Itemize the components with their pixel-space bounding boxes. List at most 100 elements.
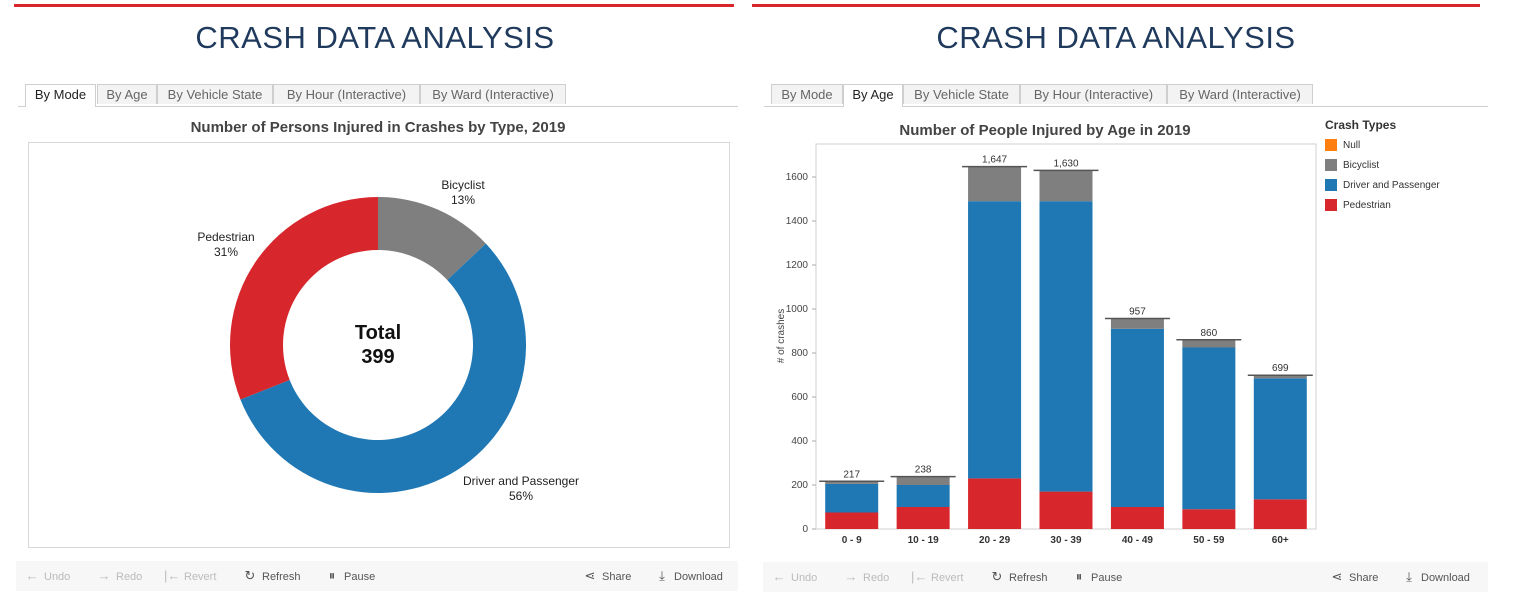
stacked-bar-chart: # of crashes 0 200 400 600 800 1000 1200 1400 16… [776,143,1317,546]
bar-segment-pedestrian[interactable] [1110,507,1164,529]
revert-button[interactable]: |← Revert [164,568,217,583]
donut-chart: Total 399 Bicyclist 13% Driver and Passe… [197,178,579,503]
bar-segment-bicyclist[interactable] [1182,339,1236,348]
legend-item-bicyclist[interactable]: Bicyclist [1325,159,1440,179]
bar-total-label: 860 [1201,328,1218,339]
download-button[interactable]: ⤓ Download [654,568,723,584]
bar-total-label: 699 [1272,363,1289,374]
bar-segment-pedestrian[interactable] [896,507,950,529]
tab-by-vehicle-state[interactable]: By Vehicle State [903,84,1020,104]
bar-segment-pedestrian[interactable] [1039,491,1093,529]
pause-button[interactable]: ⏸ Pause [1071,569,1122,585]
brand-rule [14,4,734,7]
bar-total-label: 1,630 [1053,158,1078,169]
legend-swatch [1325,199,1337,212]
share-icon: ⋖ [1331,569,1343,584]
x-tick-label: 20 - 29 [979,535,1011,546]
slice-label-driver-passenger: Driver and Passenger [463,474,579,488]
tab-by-ward[interactable]: By Ward (Interactive) [1167,84,1313,104]
y-tick-label: 400 [791,436,808,447]
refresh-button[interactable]: ↻ Refresh [989,569,1048,585]
redo-button[interactable]: → Redo [97,568,143,583]
slice-pct-pedestrian: 31% [214,245,238,259]
revert-button[interactable]: |← Revert [911,569,964,584]
undo-button[interactable]: ← Undo [772,569,818,584]
legend-item-null[interactable]: Null [1325,139,1440,159]
tab-by-hour[interactable]: By Hour (Interactive) [1020,84,1167,104]
bar-segment-bicyclist[interactable] [1039,170,1093,202]
bar-segment-bicyclist[interactable] [896,476,950,485]
y-axis-label: # of crashes [776,309,787,363]
legend-item-driver-passenger[interactable]: Driver and Passenger [1325,179,1440,199]
download-icon: ⤓ [659,568,665,583]
tab-by-ward[interactable]: By Ward (Interactive) [420,84,566,104]
bar-segment-driver-and-passenger[interactable] [968,201,1022,479]
page-title: CRASH DATA ANALYSIS [195,20,555,55]
tab-bar: By Mode By Age By Vehicle State By Hour … [764,84,1488,107]
tab-by-mode[interactable]: By Mode [771,84,843,104]
x-tick-label: 30 - 39 [1050,535,1082,546]
bar-segment-driver-and-passenger[interactable] [1182,347,1236,510]
x-tick-label: 60+ [1272,535,1289,546]
download-button[interactable]: ⤓ Download [1401,569,1470,585]
tab-bar: By Mode By Age By Vehicle State By Hour … [18,84,738,107]
donut-slice-pedestrian[interactable] [230,197,378,400]
donut-center-label: Total [355,322,401,344]
bar-segment-bicyclist[interactable] [968,166,1022,202]
refresh-button[interactable]: ↻ Refresh [242,568,301,584]
x-tick-label: 40 - 49 [1122,535,1154,546]
undo-icon: ← [772,569,786,584]
bar-segment-bicyclist[interactable] [1110,318,1164,329]
pause-button[interactable]: ⏸ Pause [324,568,375,584]
tab-by-vehicle-state[interactable]: By Vehicle State [157,84,273,104]
tab-by-age[interactable]: By Age [843,84,903,107]
bar-segment-driver-and-passenger[interactable] [825,483,879,513]
bar-total-label: 238 [915,465,932,476]
bar-segment-driver-and-passenger[interactable] [896,485,950,507]
bar-total-label: 1,647 [982,155,1007,166]
pause-icon: ⏸ [328,568,336,583]
tab-by-mode[interactable]: By Mode [25,84,96,107]
slice-label-bicyclist: Bicyclist [441,178,485,192]
y-tick-label: 1600 [786,172,809,183]
share-button[interactable]: ⋖ Share [582,568,632,584]
bar-segment-bicyclist[interactable] [1253,375,1307,379]
refresh-icon: ↻ [991,569,1003,584]
tab-by-hour[interactable]: By Hour (Interactive) [273,84,420,104]
undo-button[interactable]: ← Undo [25,568,71,583]
slice-pct-driver-passenger: 56% [509,489,533,503]
y-tick-label: 0 [802,524,808,535]
bar-segment-pedestrian[interactable] [968,478,1022,529]
bar-segment-pedestrian[interactable] [1253,499,1307,529]
x-tick-label: 10 - 19 [908,535,940,546]
y-tick-label: 600 [791,392,808,403]
pause-icon: ⏸ [1075,569,1083,584]
left-dashboard-panel: CRASH DATA ANALYSIS By Mode By Age By Ve… [0,0,750,612]
y-tick-label: 200 [791,480,808,491]
y-tick-label: 1400 [786,216,809,227]
bar-segment-driver-and-passenger[interactable] [1039,201,1093,492]
refresh-icon: ↻ [244,568,256,583]
bar-segment-driver-and-passenger[interactable] [1110,328,1164,507]
donut-slice-bicyclist[interactable] [378,197,486,280]
bar-segment-driver-and-passenger[interactable] [1253,378,1307,500]
redo-button[interactable]: → Redo [844,569,890,584]
share-button[interactable]: ⋖ Share [1329,569,1379,585]
undo-icon: ← [25,568,39,583]
legend-swatch [1325,159,1337,172]
y-tick-label: 1200 [786,260,809,271]
legend-swatch [1325,179,1337,192]
bar-segment-bicyclist[interactable] [825,481,879,484]
revert-icon: |← [911,569,928,584]
viz-toolbar: ← Undo → Redo |← Revert ↻ Refresh ⏸ Pause ⋖ Sh… [763,562,1488,592]
legend-swatch [1325,139,1337,152]
bar-segment-pedestrian[interactable] [825,512,879,530]
redo-icon: → [844,569,858,584]
bar-segment-pedestrian[interactable] [1182,509,1236,529]
share-icon: ⋖ [584,568,596,583]
tab-by-age[interactable]: By Age [97,84,157,104]
legend-item-pedestrian[interactable]: Pedestrian [1325,199,1440,219]
x-tick-label: 0 - 9 [842,535,862,546]
x-tick-label: 50 - 59 [1193,535,1225,546]
donut-slice-driver-and-passenger[interactable] [240,243,526,493]
